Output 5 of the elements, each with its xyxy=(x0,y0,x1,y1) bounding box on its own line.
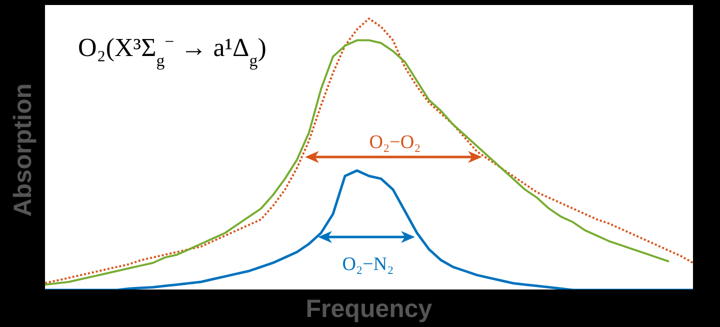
legend-label: O₂−N₂ xyxy=(342,254,394,275)
x-axis-title: Frequency xyxy=(306,295,432,323)
y-axis-title: Absorption xyxy=(9,83,37,217)
annotation: O₂(X³Σ$_{g}$$^{−}$ → a¹Δ$_{g}$) xyxy=(78,32,266,70)
series-label: O₂−O₂ xyxy=(369,132,421,153)
